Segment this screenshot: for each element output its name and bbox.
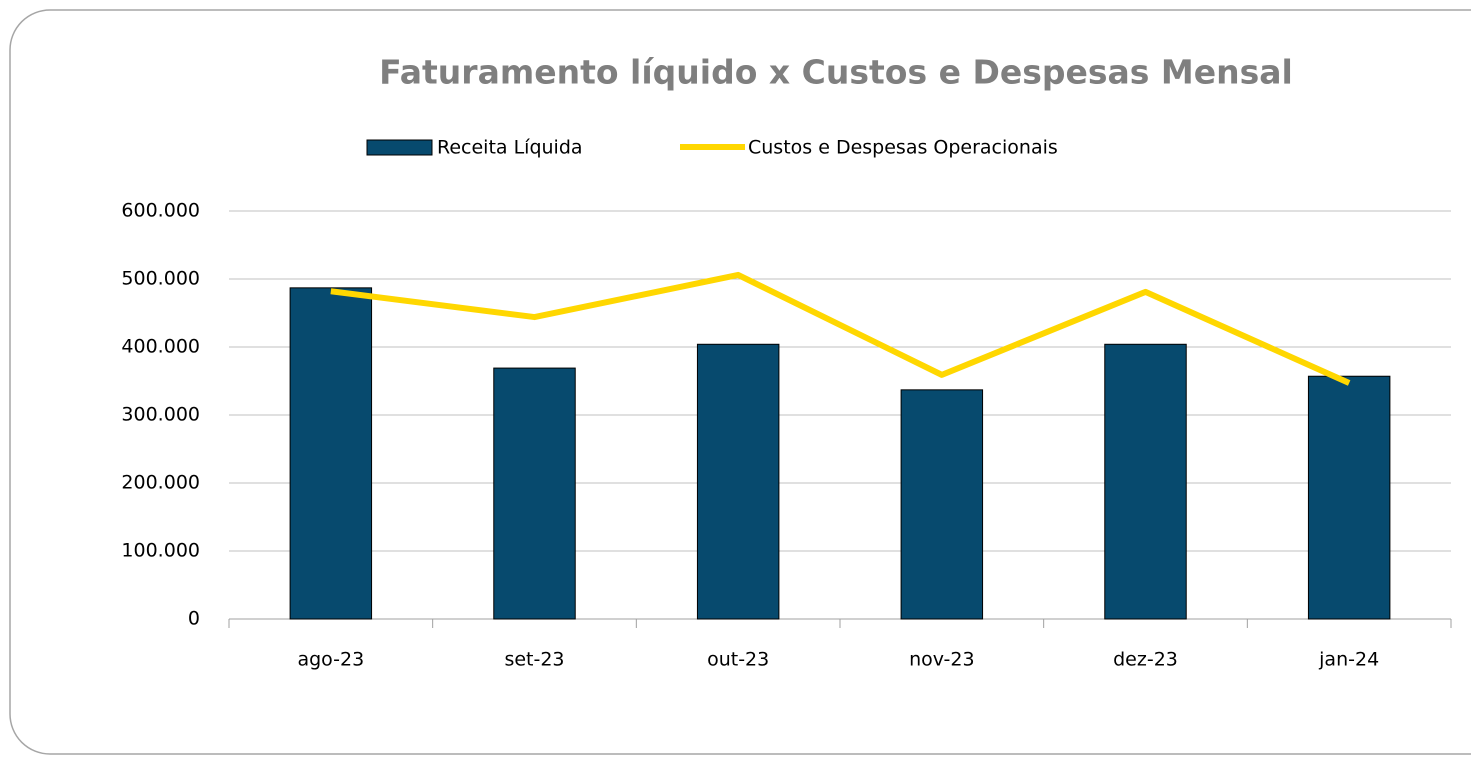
legend-label: Receita Líquida (437, 137, 583, 159)
x-tick-label: nov-23 (909, 649, 974, 671)
bar (1104, 343, 1187, 620)
legend-swatch (366, 139, 433, 156)
bar (696, 343, 780, 620)
line (330, 271, 1351, 386)
x-tick-label: set-23 (504, 649, 564, 671)
bar (289, 287, 373, 620)
y-tick-label: 0 (188, 608, 200, 630)
y-tick-label: 300.000 (121, 404, 200, 426)
bar (493, 367, 576, 620)
y-tick-label: 400.000 (121, 336, 200, 358)
legend-label: Custos e Despesas Operacionais (748, 137, 1058, 159)
y-tick-label: 200.000 (121, 472, 200, 494)
y-tick-label: 100.000 (121, 540, 200, 562)
y-tick-label: 500.000 (121, 268, 200, 290)
y-tick-label: 600.000 (121, 200, 200, 222)
x-tick-label: ago-23 (297, 649, 364, 671)
chart-title: Faturamento líquido x Custos e Despesas … (379, 53, 1293, 92)
x-tick-label: dez-23 (1113, 649, 1178, 671)
bar (1307, 375, 1391, 620)
bar (900, 389, 984, 620)
x-tick-label: jan-24 (1318, 649, 1379, 671)
x-tick-label: out-23 (707, 649, 769, 671)
